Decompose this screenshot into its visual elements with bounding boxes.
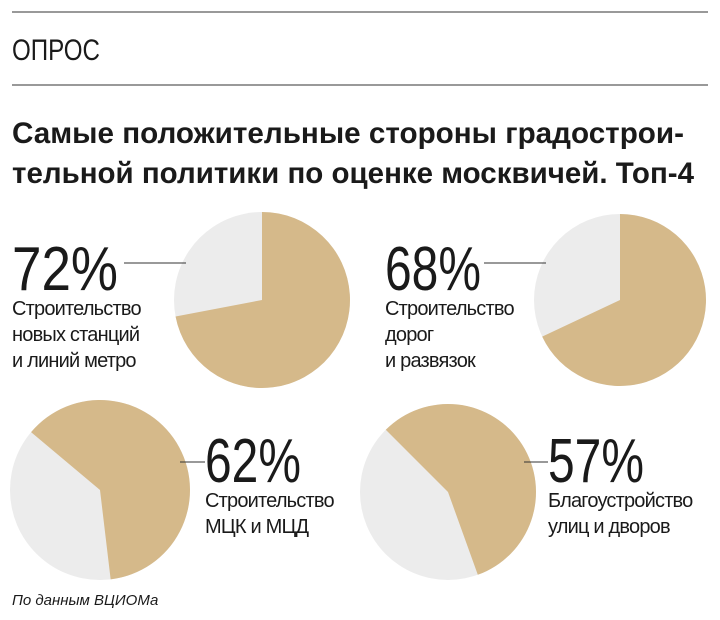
header: ОПРОС (12, 34, 100, 67)
pie-label: Строительство (205, 490, 334, 512)
title-line: Самые положительные стороны градострои- (12, 117, 684, 150)
pie-label: Благоустройство (548, 490, 693, 512)
value-label: 68% (385, 235, 481, 304)
pie-label: и линий метро (12, 350, 136, 372)
value-label: 62% (205, 427, 301, 496)
pie-label: Строительство (12, 298, 141, 320)
pie-label: дорог (385, 324, 434, 346)
value-label: 57% (548, 427, 644, 496)
pie-slice (542, 214, 707, 386)
source: По данным ВЦИОМа (12, 592, 158, 609)
pie-label: новых станций (12, 324, 139, 346)
title-line: тельной политики по оценке москвичей. То… (12, 157, 694, 190)
value-label: 72% (12, 235, 118, 304)
pie-label: Строительство (385, 298, 514, 320)
pie-label: МЦК и МЦД (205, 516, 309, 538)
pie-slice (385, 404, 536, 575)
pie-slice (175, 212, 350, 388)
pie-slice (31, 400, 190, 580)
pie-label: и развязок (385, 350, 476, 372)
pie-label: улиц и дворов (548, 516, 670, 538)
